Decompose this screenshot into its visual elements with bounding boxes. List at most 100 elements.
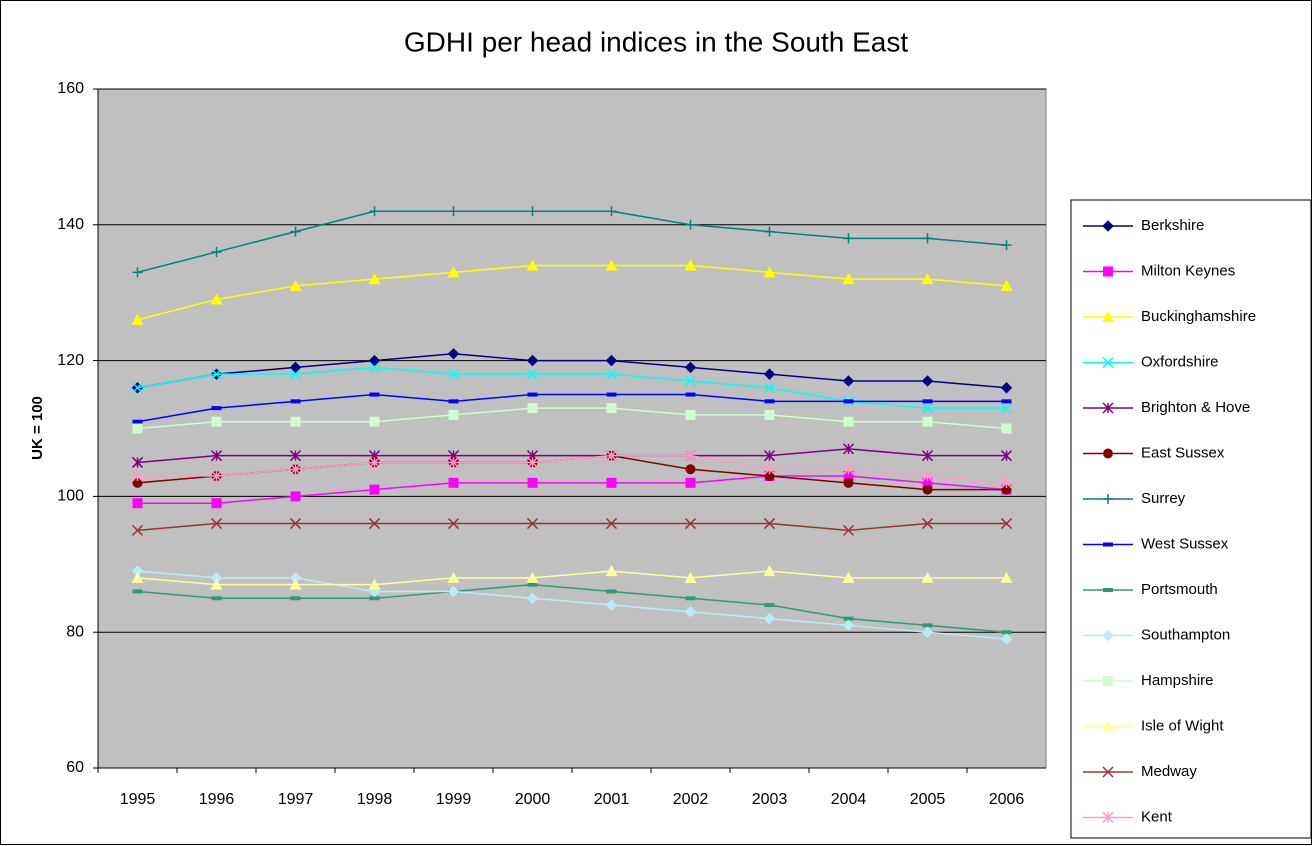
marker — [448, 477, 459, 488]
marker — [211, 406, 222, 411]
marker — [368, 518, 381, 530]
marker — [289, 450, 302, 462]
marker — [526, 592, 539, 604]
marker — [605, 354, 618, 367]
marker — [131, 524, 144, 536]
series-line — [137, 264, 1007, 321]
marker — [685, 392, 696, 397]
marker — [606, 589, 617, 594]
marker — [922, 484, 933, 495]
marker — [1001, 630, 1012, 635]
marker — [132, 477, 143, 488]
marker — [1000, 382, 1013, 394]
marker — [290, 416, 301, 427]
marker — [684, 518, 697, 530]
marker — [369, 596, 380, 601]
x-tick-label: 1998 — [357, 791, 393, 808]
marker — [763, 266, 776, 278]
marker — [764, 603, 775, 608]
marker — [921, 402, 934, 414]
marker — [684, 259, 697, 271]
series-line — [137, 407, 1007, 430]
marker — [763, 463, 776, 475]
marker — [132, 498, 143, 509]
legend-label: Milton Keynes — [1141, 262, 1235, 279]
marker — [526, 354, 539, 367]
legend-label: Surrey — [1141, 490, 1186, 507]
marker — [131, 456, 144, 468]
marker — [842, 273, 855, 285]
marker — [842, 619, 855, 632]
marker — [526, 259, 539, 271]
marker — [1001, 240, 1012, 251]
series-line — [137, 475, 1007, 504]
chart-title: GDHI per head indices in the South East — [404, 26, 909, 57]
marker — [210, 518, 223, 530]
x-tick-label: 2005 — [910, 791, 946, 808]
y-tick-label: 140 — [57, 216, 84, 233]
legend-label: Brighton & Hove — [1141, 399, 1250, 416]
marker — [921, 375, 934, 387]
marker — [447, 456, 460, 468]
marker — [763, 612, 776, 625]
marker — [447, 571, 460, 583]
marker — [368, 361, 381, 373]
legend-label: East Sussex — [1141, 444, 1225, 461]
marker — [606, 206, 617, 217]
legend-box — [1070, 199, 1312, 839]
marker — [132, 267, 143, 278]
marker — [921, 450, 934, 462]
marker — [447, 585, 460, 598]
x-tick-label: 1996 — [199, 791, 235, 808]
marker — [843, 471, 854, 482]
x-tick-label: 2000 — [515, 791, 551, 808]
marker — [764, 226, 775, 237]
series-line — [137, 454, 1007, 484]
y-tick-label: 160 — [57, 80, 84, 97]
marker — [527, 403, 538, 414]
marker — [527, 206, 538, 217]
marker — [1102, 356, 1114, 369]
series-line — [137, 210, 1007, 274]
marker — [763, 368, 776, 380]
marker — [605, 368, 618, 380]
marker — [527, 392, 538, 397]
marker — [526, 456, 539, 468]
marker — [210, 368, 223, 380]
marker — [448, 206, 459, 217]
y-tick-label: 60 — [66, 759, 84, 776]
series-line — [137, 366, 1007, 409]
marker — [368, 354, 381, 367]
marker — [132, 423, 143, 434]
marker — [290, 399, 301, 404]
legend-label: Medway — [1141, 763, 1197, 780]
x-tick-label: 1997 — [278, 791, 314, 808]
marker — [210, 450, 223, 462]
marker — [1103, 588, 1113, 592]
marker — [1001, 423, 1012, 434]
marker — [369, 206, 380, 217]
x-tick-label: 2001 — [594, 791, 630, 808]
marker — [922, 623, 933, 628]
marker — [289, 463, 302, 475]
marker — [605, 565, 618, 577]
x-tick-label: 1999 — [436, 791, 472, 808]
marker — [1000, 402, 1013, 414]
x-tick-label: 2002 — [673, 791, 709, 808]
marker — [1102, 402, 1114, 414]
marker — [132, 589, 143, 594]
marker — [763, 382, 776, 394]
marker — [605, 450, 618, 462]
marker — [843, 399, 854, 404]
marker — [764, 399, 775, 404]
marker — [1000, 477, 1013, 489]
marker — [290, 491, 301, 502]
series-line — [137, 570, 1007, 586]
legend-label: Southampton — [1141, 626, 1230, 643]
marker — [369, 416, 380, 427]
legend-label: Hampshire — [1141, 672, 1214, 689]
marker — [685, 409, 696, 420]
series-line — [137, 448, 1007, 464]
marker — [685, 219, 696, 230]
legend-label: Isle of Wight — [1141, 717, 1224, 734]
